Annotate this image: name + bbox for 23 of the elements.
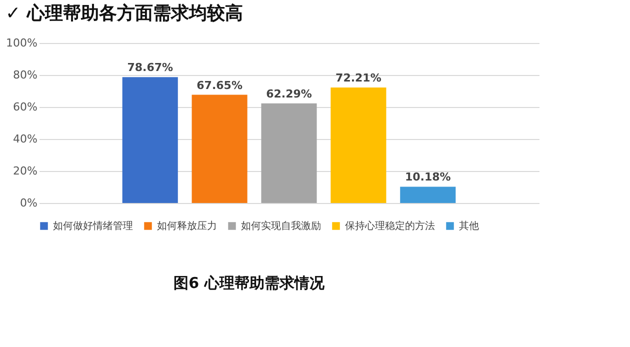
y-tick-label: 0% (20, 196, 38, 210)
y-tick-label: 60% (13, 100, 38, 114)
y-tick-label: 100% (6, 36, 38, 50)
legend-label: 如何实现自我激励 (241, 220, 321, 232)
data-label: 10.18% (404, 170, 451, 184)
caption: 图6 心理帮助需求情况 (174, 274, 326, 292)
bar (330, 87, 386, 203)
y-tick-label: 80% (13, 68, 38, 82)
legend-label: 如何做好情绪管理 (53, 220, 133, 232)
data-label: 62.29% (266, 87, 312, 100)
data-label: 78.67% (127, 61, 174, 74)
bar (122, 77, 178, 203)
chart-title: ✓ 心理帮助各方面需求均较高 (6, 3, 243, 24)
y-tick-label: 20% (13, 164, 38, 178)
y-tick-label: 40% (13, 132, 38, 146)
legend-label: 如何释放压力 (157, 220, 217, 232)
bar (400, 186, 456, 203)
bar (192, 94, 248, 203)
data-label: 67.65% (196, 78, 242, 92)
legend-label: 保持心理稳定的方法 (345, 220, 435, 232)
bar (261, 103, 317, 203)
legend-label: 其他 (459, 220, 479, 232)
data-label: 72.21% (336, 71, 382, 84)
